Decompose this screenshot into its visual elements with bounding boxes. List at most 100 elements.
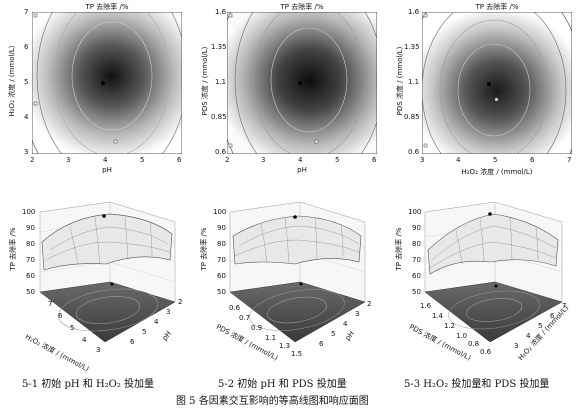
axis-a-tick: 1.6 <box>420 302 432 310</box>
z-tick: 70 <box>412 256 421 264</box>
y-tick: 1.6 <box>408 8 420 16</box>
subfigure-caption: 5-1 初始 pH 和 H₂O₂ 投加量 <box>22 379 155 390</box>
subfigure-caption: 5-3 H₂O₂ 投加量和 PDS 投加量 <box>404 379 550 390</box>
design-point <box>113 139 118 144</box>
center-point <box>487 82 491 86</box>
z-tick: 70 <box>26 256 35 264</box>
contour-line <box>457 43 531 137</box>
axis-a-tick: 1.0 <box>456 332 468 340</box>
surface-plot-area <box>39 201 176 343</box>
design-point <box>33 101 38 106</box>
design-point <box>228 13 233 18</box>
axis-a-tick: 1.1 <box>265 334 277 342</box>
surface-plot-1: TP 去除率 /% 100 90 80 70 60 50 H₂O₂ 浓度 / (… <box>0 192 195 373</box>
surface-plot-2: TP 去除率 /% 100 90 80 70 60 50 PDS 浓度 / (m… <box>195 192 390 362</box>
axis-b-tick: 3 <box>514 342 519 350</box>
contour-plot-area <box>32 12 182 154</box>
x-tick: 3 <box>420 156 425 164</box>
axis-b-tick: 3 <box>355 310 360 318</box>
y-tick: 1.1 <box>215 78 227 86</box>
z-tick: 80 <box>217 240 226 248</box>
axis-b-tick: 4 <box>343 320 348 328</box>
y-tick: 1.35 <box>211 43 227 51</box>
design-point <box>423 13 428 18</box>
y-axis-label: H₂O₂ 浓度 / (mmol/L) <box>8 45 16 117</box>
y-axis-label: PDS 浓度 / (mmol/L) <box>396 46 404 116</box>
contour-plot-3: TP 去除率 /% 1.6 1.35 1.1 0.85 0.6 3 4 5 6 … <box>396 2 580 182</box>
contour-line <box>252 12 366 154</box>
design-point <box>33 13 38 18</box>
axis-a-tick: 3 <box>96 346 101 354</box>
max-point <box>488 212 492 216</box>
contour-plot-area <box>227 12 377 154</box>
axis-b-tick: 4 <box>154 318 159 326</box>
z-axis-label: TP 去除率 /% <box>395 227 403 271</box>
z-tick: 90 <box>412 224 421 232</box>
axis-a-tick: 0.9 <box>251 324 263 332</box>
center-point <box>298 81 302 85</box>
z-tick: 90 <box>217 224 226 232</box>
z-tick: 50 <box>26 288 35 296</box>
x-tick: 6 <box>372 156 377 164</box>
axis-b-tick: 4 <box>526 332 531 340</box>
axis-a-tick: 1.5 <box>291 350 303 358</box>
design-point <box>228 143 233 148</box>
x-axis-label: pH <box>297 166 307 174</box>
contour-floor <box>424 281 563 343</box>
y-tick: 1.35 <box>404 43 420 51</box>
y-tick: 0.6 <box>215 148 227 156</box>
contour-floor <box>229 281 366 343</box>
axis-b-tick: 6 <box>319 340 324 348</box>
contour-line <box>439 19 549 154</box>
z-axis-label: TP 去除率 /% <box>9 227 17 271</box>
contour-plot-1: TP 去除率 /% 7 6 5 4 3 2 3 4 5 6 H₂O₂ 浓度 / … <box>8 2 185 177</box>
axis-a-tick: 0.8 <box>468 340 480 348</box>
y-tick: 1.6 <box>215 8 227 16</box>
x-tick: 3 <box>261 156 266 164</box>
y-tick: 6 <box>24 43 29 51</box>
axis-b-tick: 5 <box>142 328 147 336</box>
z-tick: 60 <box>412 272 421 280</box>
x-axis-label: H₂O₂ 浓度 / (mmol/L) <box>461 168 533 176</box>
contour-line <box>270 27 348 133</box>
z-tick: 100 <box>213 208 227 216</box>
contour-line <box>234 12 377 154</box>
x-tick: 4 <box>103 156 108 164</box>
z-tick: 50 <box>412 288 421 296</box>
z-tick: 100 <box>408 208 422 216</box>
y-tick: 0.85 <box>211 113 227 121</box>
z-tick: 60 <box>26 272 35 280</box>
design-point <box>494 97 499 102</box>
axis-a-tick: 1.2 <box>444 322 456 330</box>
axis-a-tick: 0.6 <box>229 304 241 312</box>
surface-plot-3: TP 去除率 /% 100 90 80 70 60 50 PDS 浓度 / (m… <box>390 192 585 362</box>
y-tick: 7 <box>24 8 29 16</box>
z-tick: 80 <box>26 240 35 248</box>
x-tick: 6 <box>177 156 182 164</box>
design-point <box>314 139 319 144</box>
max-point <box>293 215 297 219</box>
axis-b-tick: 6 <box>550 312 555 320</box>
axis-b-tick: 5 <box>538 322 543 330</box>
contour-title: TP 去除率 /% <box>280 3 324 11</box>
contour-title: TP 去除率 /% <box>475 3 519 11</box>
x-tick: 2 <box>30 156 35 164</box>
max-point <box>102 214 106 218</box>
x-tick: 5 <box>140 156 145 164</box>
x-axis-label: pH <box>102 166 112 174</box>
y-tick: 0.6 <box>408 148 420 156</box>
center-point <box>101 81 105 85</box>
axis-a-tick: 5 <box>70 324 75 332</box>
x-tick: 4 <box>456 156 461 164</box>
y-tick: 3 <box>24 148 29 156</box>
axis-b-tick: 5 <box>331 330 336 338</box>
contour-line <box>53 12 171 154</box>
y-tick: 5 <box>24 78 29 86</box>
x-tick: 2 <box>225 156 230 164</box>
subfigure-caption: 5-2 初始 pH 和 PDS 投加量 <box>218 379 347 390</box>
contour-line <box>36 12 182 154</box>
z-tick: 60 <box>217 272 226 280</box>
axis-a-tick: 1.3 <box>279 342 291 350</box>
contour-line <box>422 12 567 154</box>
y-axis-label: PDS 浓度 / (mmol/L) <box>201 46 209 116</box>
